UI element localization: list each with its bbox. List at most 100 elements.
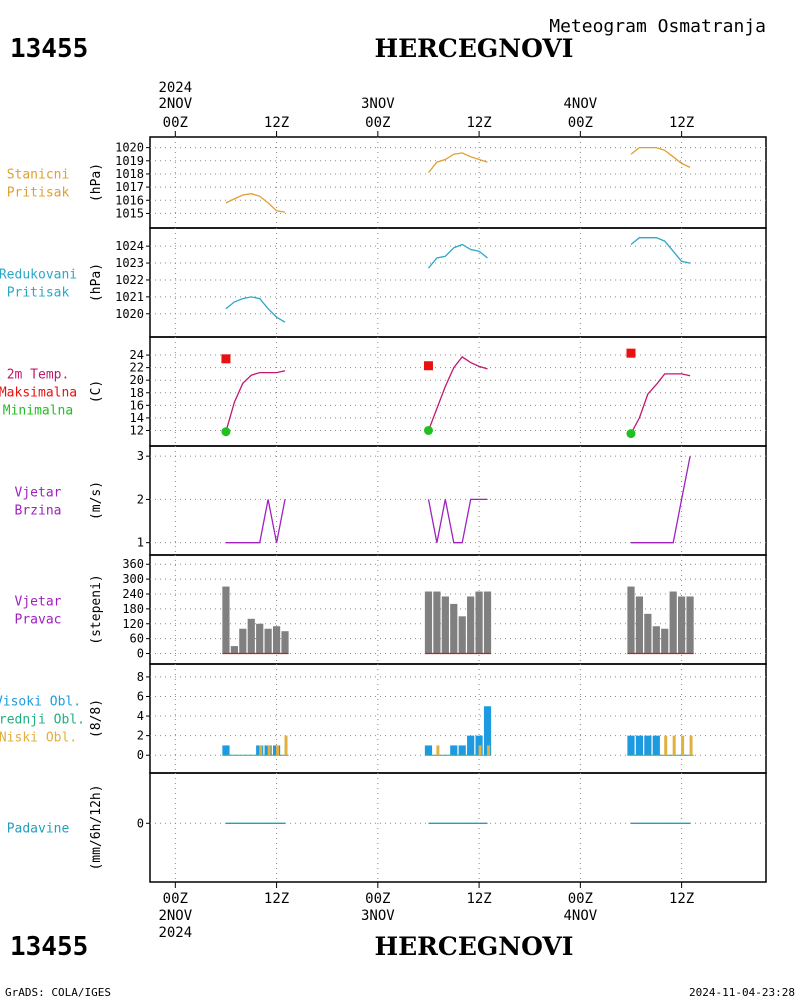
ytick-label: 1024 xyxy=(115,239,144,253)
cloud-low-bar xyxy=(478,745,482,756)
cloud-high-bar xyxy=(627,735,635,756)
panel-label: Pritisak xyxy=(7,286,70,301)
reduced_pressure-series-1 xyxy=(428,243,488,269)
ytick-label: 240 xyxy=(122,587,144,601)
panel-wind_speed: 1 2 3 (m/s) Vjetar Brzina xyxy=(15,445,767,556)
panel-label: Vjetar xyxy=(15,486,62,501)
reduced_pressure-series-0 xyxy=(225,296,286,323)
panel-label: Brzina xyxy=(15,504,62,519)
y-axis-label: (C) xyxy=(89,380,104,403)
cloud-low-bar xyxy=(276,745,280,756)
ytick-label: 1017 xyxy=(115,180,144,194)
panel-frame xyxy=(149,336,767,447)
panels: 101510161017101810191020(hPa)StanicniPri… xyxy=(0,136,767,883)
bottom-axis-date: 4NOV xyxy=(563,908,597,924)
panel-frame xyxy=(149,227,767,338)
ytick-label: 2 xyxy=(137,492,144,506)
ytick-label: 8 xyxy=(137,670,144,684)
station_pressure-series-0 xyxy=(225,193,286,213)
wind-dir-bar xyxy=(272,626,281,654)
ytick-label: 18 xyxy=(130,386,144,400)
ytick-label: 180 xyxy=(122,602,144,616)
ytick-label: 120 xyxy=(122,617,144,631)
cloud-high-bar xyxy=(424,745,433,756)
cloud-high-bar xyxy=(475,735,483,756)
ytick-label: 300 xyxy=(122,572,144,586)
wind-dir-bar xyxy=(475,591,483,654)
wind-dir-bar xyxy=(433,591,441,654)
wind-dir-bar xyxy=(483,591,492,654)
wind-dir-bar xyxy=(669,591,677,654)
temp-min-point xyxy=(221,427,231,437)
top-axis-year: 2024 xyxy=(158,80,192,96)
temperature-series-0 xyxy=(225,370,286,432)
wind-dir-bar xyxy=(652,626,660,654)
wind-dir-bar xyxy=(678,596,686,654)
panel-label: Maksimalna xyxy=(0,386,77,401)
wind-dir-bar xyxy=(627,586,635,654)
ytick-label: 1019 xyxy=(115,154,144,168)
bottom-axis-hour: 00Z xyxy=(365,891,390,907)
wind-dir-bar xyxy=(441,596,449,654)
station-name-footer: HERCEGNOVI xyxy=(374,932,573,961)
wind-dir-bar xyxy=(222,586,230,654)
y-axis-label: (m/s) xyxy=(89,481,104,520)
wind-dir-bar xyxy=(661,628,669,654)
wind-dir-bar xyxy=(281,631,289,654)
cloud-low-bar xyxy=(436,745,440,756)
panel-label: Srednji Obl. xyxy=(0,713,85,728)
ytick-label: 1022 xyxy=(115,273,144,287)
top-axis-date: 2NOV xyxy=(158,96,192,112)
ytick-label: 1016 xyxy=(115,193,144,207)
bottom-axis-hour: 00Z xyxy=(163,891,188,907)
bottom-axis-date: 3NOV xyxy=(361,908,395,924)
cloud-low-bar xyxy=(284,735,288,756)
cloud-low-bar xyxy=(259,745,263,756)
ytick-label: 1021 xyxy=(115,290,144,304)
ytick-label: 0 xyxy=(137,748,144,762)
wind-dir-bar xyxy=(424,591,433,654)
panel-label: Pritisak xyxy=(7,186,70,201)
ytick-label: 6 xyxy=(137,689,144,703)
bottom-axis-date: 2NOV xyxy=(158,908,192,924)
top-axis-hour: 00Z xyxy=(568,115,593,131)
cloud-low-bar xyxy=(664,735,668,756)
station-name: HERCEGNOVI xyxy=(374,34,573,63)
ytick-label: 22 xyxy=(130,361,144,375)
top-axis-hour: 00Z xyxy=(365,115,390,131)
wind-dir-bar xyxy=(458,616,466,654)
footer-credit: GrADS: COLA/IGES xyxy=(5,986,111,999)
y-axis-label: (8/8) xyxy=(89,699,104,738)
y-axis-label: (hPa) xyxy=(89,163,104,202)
panel-label: Visoki Obl. xyxy=(0,695,81,710)
station-id-footer: 13455 xyxy=(10,932,88,962)
cloud-low-bar xyxy=(689,735,693,756)
cloud-high-bar xyxy=(644,735,652,756)
panel-reduced_pressure: 1020 1021 1022 1023 1024 (hPa) Redukovani Priti… xyxy=(0,227,767,338)
ytick-label: 360 xyxy=(122,557,144,571)
cloud-high-bar xyxy=(458,745,466,756)
footer-timestamp: 2024-11-04-23:28 xyxy=(689,986,795,999)
wind-dir-bar xyxy=(230,646,238,654)
wind-dir-bar xyxy=(467,596,475,654)
panel-label: Padavine xyxy=(7,822,70,837)
temp-min-point xyxy=(423,425,433,435)
ytick-label: 1020 xyxy=(115,307,144,321)
meteogram-subtitle: Meteogram Osmatranja xyxy=(549,16,766,37)
y-axis-label: (stepeni) xyxy=(89,574,104,644)
panel-label: Niski Obl. xyxy=(0,731,77,746)
bottom-axis-hour: 12Z xyxy=(669,891,694,907)
ytick-label: 0 xyxy=(137,647,144,661)
ytick-label: 20 xyxy=(130,373,144,387)
ytick-label: 12 xyxy=(130,423,144,437)
wind_speed-series-1 xyxy=(427,498,488,544)
temp-max-point xyxy=(626,348,636,358)
cloud-low-bar xyxy=(487,745,491,756)
panel-frame xyxy=(149,663,767,774)
panel-label: Redukovani xyxy=(0,268,77,283)
ytick-label: 14 xyxy=(130,411,144,425)
wind-dir-bar xyxy=(256,623,264,654)
ytick-label: 16 xyxy=(130,398,144,412)
wind-dir-bar xyxy=(635,596,644,654)
